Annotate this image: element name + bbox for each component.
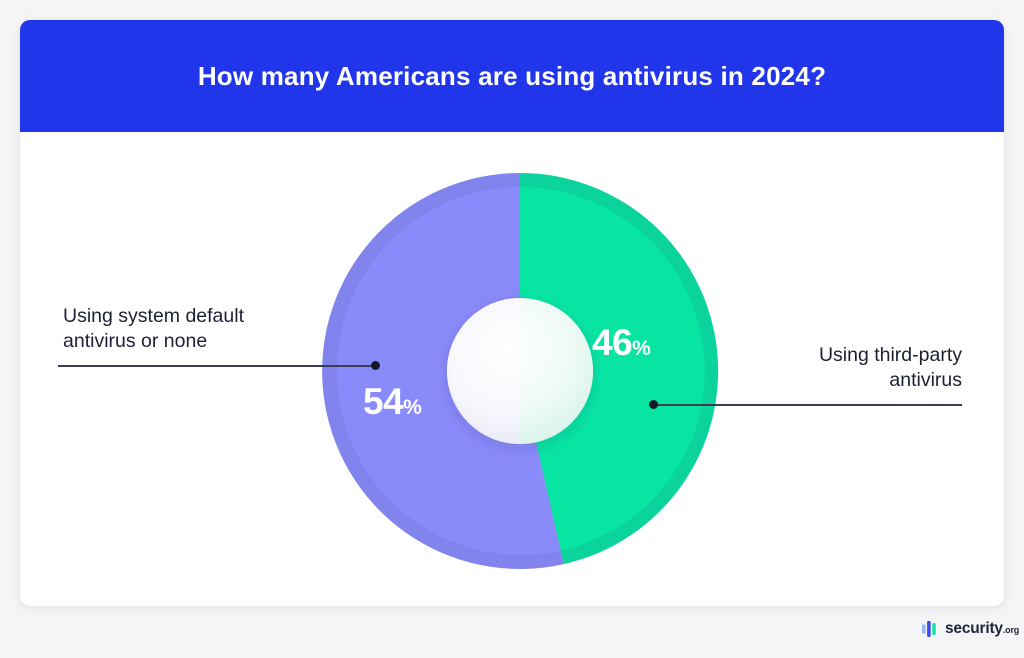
callout-label-default-antivirus: Using system default antivirus or none	[63, 304, 244, 354]
slice-value-unit-right: %	[632, 337, 651, 360]
leader-dot-right	[649, 400, 658, 409]
slice-value-third-party-antivirus: 46%	[592, 324, 651, 361]
donut-chart-svg	[322, 173, 719, 569]
leader-line-right	[653, 404, 962, 406]
leader-line-left	[58, 365, 375, 367]
slice-value-unit-left: %	[403, 396, 422, 419]
chart-header-banner: How many Americans are using antivirus i…	[20, 20, 1004, 132]
slice-value-number-right: 46	[592, 322, 633, 363]
brand-tld: .org	[1002, 625, 1020, 635]
callout-right-line-2: antivirus	[889, 368, 962, 391]
brand-logo[interactable]: security .org	[922, 620, 1019, 638]
callout-left-line-1: Using system default	[63, 305, 244, 327]
page-title: How many Americans are using antivirus i…	[197, 60, 827, 91]
callout-left-line-2: antivirus or none	[63, 329, 208, 352]
leader-dot-left	[371, 361, 380, 370]
brand-logo-text: security .org	[945, 620, 1019, 638]
callout-right-line-1: Using third-party	[818, 344, 962, 366]
donut-chart	[315, 173, 725, 569]
donut-hole-tint-right	[520, 298, 593, 444]
slice-third-party-antivirus[interactable]	[520, 186, 705, 551]
slice-value-default-antivirus: 54%	[363, 383, 422, 420]
chart-body: 54% 46% Using system default antivirus o…	[20, 132, 1004, 606]
slice-value-number-left: 54	[363, 381, 404, 422]
security-org-logo-icon	[922, 621, 936, 637]
infographic-card: How many Americans are using antivirus i…	[20, 20, 1004, 606]
brand-name: security	[945, 620, 1003, 637]
callout-label-third-party-antivirus: Using third-party antivirus	[575, 343, 962, 393]
donut-hole-tint-left	[447, 298, 520, 444]
